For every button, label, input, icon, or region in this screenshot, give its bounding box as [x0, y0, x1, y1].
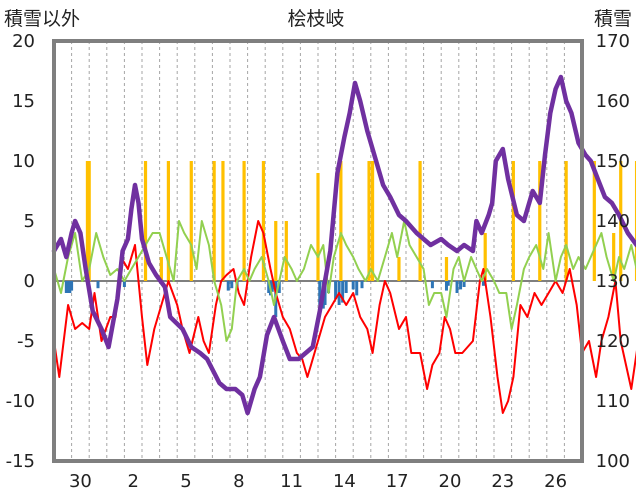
snowfall-bar — [87, 161, 91, 281]
snowfall-bar — [370, 161, 375, 281]
snowfall-bar — [166, 161, 170, 281]
snowfall-bar — [316, 173, 320, 281]
x-tick-label: 5 — [180, 471, 191, 492]
rain-bar — [455, 281, 459, 293]
right-tick-label: 150 — [596, 151, 630, 172]
snowfall-bar — [212, 161, 216, 281]
right-tick-label: 160 — [596, 91, 630, 112]
right-axis-title: 積雪 — [594, 8, 632, 30]
left-tick-label: 0 — [24, 271, 35, 292]
snowfall-bar — [538, 161, 542, 281]
rain-bar — [64, 281, 68, 293]
snowfall-bar — [483, 233, 487, 281]
x-tick-label: 30 — [69, 471, 92, 492]
snowfall-bar — [418, 161, 422, 281]
snowfall-bar — [221, 161, 225, 281]
right-tick-label: 120 — [596, 331, 630, 352]
x-tick-label: 26 — [544, 471, 567, 492]
rain-bar — [70, 281, 74, 291]
snowfall-bar — [397, 257, 401, 281]
wind-line — [53, 220, 636, 342]
left-tick-label: 10 — [12, 151, 35, 172]
snowfall-bar — [612, 233, 616, 281]
rain-bar — [459, 281, 463, 290]
rain-bar — [66, 281, 70, 293]
rain-bar — [481, 281, 485, 286]
snowfall-bar — [564, 161, 568, 281]
plot-frame — [52, 39, 584, 463]
left-tick-label: -10 — [6, 391, 35, 412]
right-tick-label: 100 — [596, 451, 630, 472]
series-layer — [51, 74, 636, 416]
rain-bar — [430, 281, 434, 289]
rain-bar — [68, 281, 72, 293]
x-tick-label: 17 — [386, 471, 409, 492]
rain-bar — [351, 281, 355, 290]
rain-bar — [355, 281, 359, 296]
right-axis-ticks: 170 160 150 140 130 120 110 100 — [596, 31, 630, 472]
right-tick-label: 110 — [596, 391, 630, 412]
x-tick-label: 2 — [127, 471, 138, 492]
x-tick-label: 11 — [280, 471, 303, 492]
rain-bar — [267, 281, 271, 293]
x-axis-ticks: 30 2 5 8 11 14 17 20 23 26 — [69, 471, 567, 492]
snowfall-bar — [367, 161, 371, 281]
left-axis-title: 積雪以外 — [4, 8, 80, 30]
snowfall-bar — [274, 221, 278, 281]
snowfall-bar — [444, 257, 449, 281]
rain-bar — [318, 281, 322, 305]
rain-bar — [446, 281, 450, 286]
left-tick-label: -15 — [6, 451, 35, 472]
rain-bar — [344, 281, 348, 293]
snowfall-bar — [511, 161, 515, 281]
rain-bar — [226, 281, 230, 291]
snowfall-bar — [592, 161, 596, 281]
left-tick-label: 5 — [24, 211, 35, 232]
snowfall-bar — [339, 161, 343, 281]
snowfall-bar — [261, 161, 266, 281]
rain-bar — [334, 281, 338, 299]
snowfall-bar — [634, 161, 636, 281]
snowfall-bar — [189, 161, 193, 281]
left-axis-ticks: 20 15 10 5 0 -5 -10 -15 — [6, 31, 35, 472]
snowfall-bar — [159, 257, 163, 281]
right-tick-label: 140 — [596, 211, 630, 232]
chart-title: 桧枝岐 — [287, 8, 344, 30]
rain-bar — [277, 281, 281, 293]
x-tick-label: 23 — [491, 471, 514, 492]
temperature-line — [53, 220, 636, 414]
rain-bar — [444, 281, 448, 291]
left-tick-label: 15 — [12, 91, 35, 112]
right-tick-label: 130 — [596, 271, 630, 292]
x-tick-label: 20 — [439, 471, 462, 492]
rain-bar — [462, 281, 466, 287]
snowfall-bar — [284, 221, 288, 281]
snowfall-bar — [242, 161, 246, 281]
x-tick-label: 8 — [233, 471, 244, 492]
x-tick-label: 14 — [333, 471, 356, 492]
rain-bar — [122, 281, 126, 287]
rain-bar — [341, 281, 345, 303]
snowfall-bar — [85, 161, 90, 281]
rain-bar — [230, 281, 234, 289]
rain-bar — [96, 281, 100, 289]
left-tick-label: 20 — [12, 31, 35, 52]
rain-bar — [270, 281, 274, 292]
rain-bar — [360, 281, 364, 289]
snowfall-bar — [143, 161, 148, 281]
left-tick-label: -5 — [17, 331, 35, 352]
snow_depth-line — [51, 74, 636, 416]
right-tick-label: 170 — [596, 31, 630, 52]
